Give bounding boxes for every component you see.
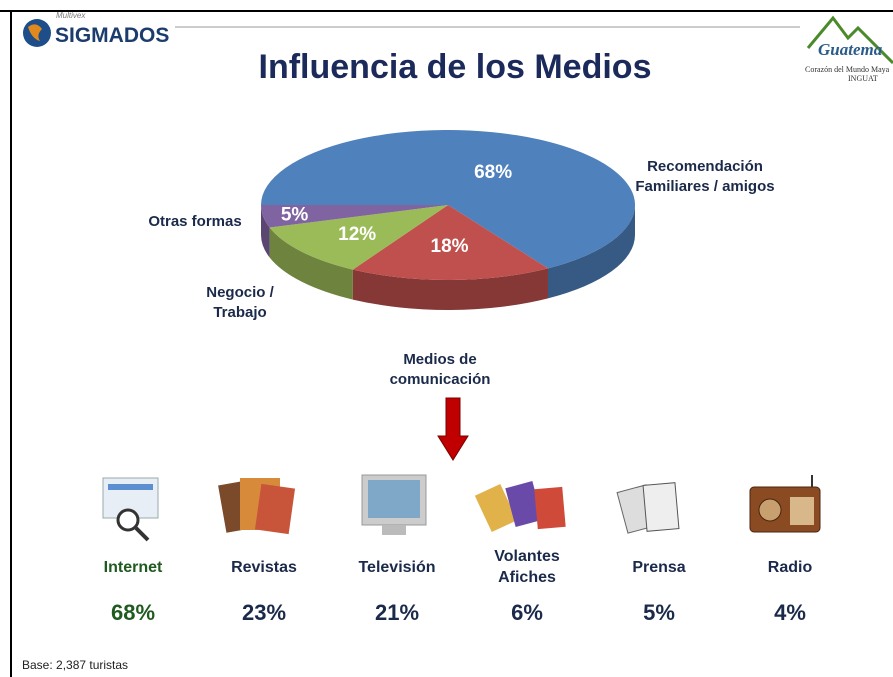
media-value: 23% <box>209 600 319 626</box>
media-value: 5% <box>604 600 714 626</box>
tv-icon <box>368 480 420 518</box>
footer-base: Base: 2,387 turistas <box>22 658 128 672</box>
newspaper-icon <box>643 483 679 532</box>
media-value: 4% <box>735 600 845 626</box>
logo-title: Guatema <box>818 40 883 59</box>
brand: SIGMADOS <box>55 24 169 47</box>
category-label: Medios de comunicación <box>380 350 500 390</box>
radio-icon <box>790 497 814 525</box>
slide: Multivex SIGMADOS Influencia de los Medi… <box>0 0 893 677</box>
media-value: 6% <box>472 600 582 626</box>
media-label: Televisión <box>342 557 452 578</box>
media-label: Prensa <box>604 557 714 578</box>
magazine-icon <box>255 484 295 534</box>
media-label: Revistas <box>209 557 319 578</box>
category-label: Recomendación Familiares / amigos <box>610 157 800 197</box>
radio-icon <box>759 499 781 521</box>
logo-org: INGUAT <box>848 74 878 83</box>
value-label: 18% <box>431 236 469 257</box>
flyer-icon <box>534 487 565 529</box>
media-label: Radio <box>735 557 845 578</box>
value-label: 12% <box>338 224 376 245</box>
logo-subtitle: Corazón del Mundo Maya <box>805 65 890 74</box>
media-label: Internet <box>78 557 188 578</box>
internet-icon <box>136 528 148 540</box>
media-label: Volantes Afiches <box>472 546 582 588</box>
category-label: Negocio / Trabajo <box>200 283 280 323</box>
internet-icon <box>118 510 138 530</box>
chart-title: Influencia de los Medios <box>259 48 652 86</box>
value-label: 68% <box>474 162 512 183</box>
category-label: Otras formas <box>130 212 260 232</box>
value-label: 5% <box>281 204 309 225</box>
media-value: 68% <box>78 600 188 626</box>
tv-icon <box>382 525 406 535</box>
media-value: 21% <box>342 600 452 626</box>
media-icons <box>103 475 820 540</box>
down-arrow <box>438 398 468 460</box>
brand-small: Multivex <box>56 11 86 20</box>
internet-icon <box>108 484 153 490</box>
